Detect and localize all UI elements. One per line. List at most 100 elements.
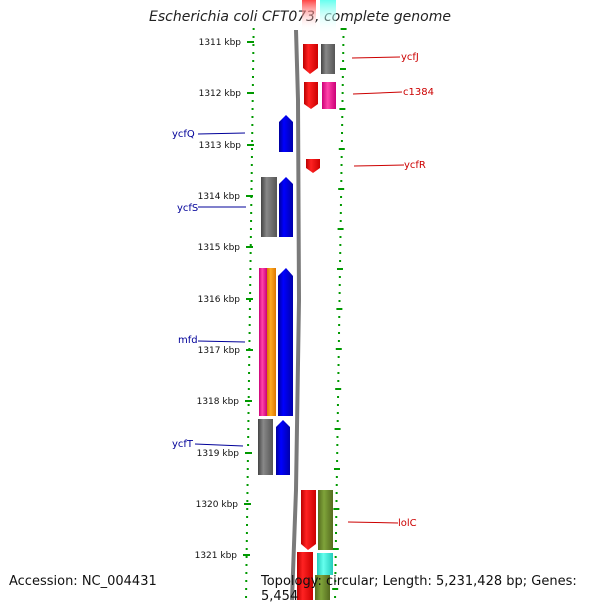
gene-label-ycfR: ycfR [404,160,426,171]
guide-dot [340,156,343,158]
guide-dot [251,76,254,78]
kbp-tick-mark [245,452,252,454]
guide-dot [335,516,338,518]
gene-label-c1384: c1384 [403,87,434,98]
guide-dot [341,124,344,126]
guide-dot [336,404,339,406]
guide-dot [338,284,341,286]
gene-features [258,0,336,600]
guide-dot [338,332,341,334]
guide-dot [337,396,340,398]
guide-dot [335,532,338,534]
guide-dot [341,116,344,118]
gene-gray-left-1 [261,177,277,237]
kbp-label: 1315 kbp [198,243,241,253]
gene-gray-right-1 [321,44,335,74]
right-label-leaders [347,56,405,524]
guide-dot [246,468,249,470]
guide-dot [252,44,255,46]
guide-dot [252,68,255,70]
guide-dot [342,44,345,46]
guide-dot [335,524,338,526]
guide-dot [247,396,250,398]
guide-dot [247,388,250,390]
guide-dot [339,212,342,214]
guide-dot [246,460,249,462]
kbp-label: 1313 kbp [199,141,242,151]
guide-dot [249,244,252,246]
kbp-tick-mark [246,349,253,351]
guide-dot [336,452,339,454]
gene-lolC-arrow [301,490,316,550]
guide-dot [251,140,254,142]
kbp-tick-mark [247,41,254,43]
guide-dot [249,260,252,262]
guide-dot [341,100,344,102]
guide-dot [250,156,253,158]
guide-dot [335,476,338,478]
guide-dot [250,172,253,174]
guide-dot [251,100,254,102]
guide-dot [339,68,346,70]
guide-dot [339,236,342,238]
guide-dot [337,228,344,230]
guide-dot [334,428,341,430]
kbp-tick-mark [245,400,252,402]
guide-dot [249,300,251,302]
kbp-label: 1316 kbp [198,295,241,305]
guide-dot [340,196,343,198]
guide-dot [339,252,342,254]
gene-ycfJ-arrow [303,44,318,74]
kbp-label: 1314 kbp [198,192,241,202]
guide-dot [338,300,341,302]
guide-dot [247,436,250,438]
kbp-label: 1319 kbp [197,449,240,459]
guide-dot [251,148,254,150]
guide-dot [246,492,249,494]
gene-label-lolC: lolC [398,518,417,529]
guide-dot [342,36,345,38]
gene-label-ycfT: ycfT [172,439,194,450]
guide-dot [341,132,344,134]
gene-ycfR-arrow [306,159,320,173]
guide-dot [338,188,345,190]
guide-dot [248,308,251,310]
kbp-label: 1312 kbp [199,89,242,99]
guide-dot [336,444,339,446]
guide-dot [247,420,250,422]
guide-dot [247,412,250,414]
guide-dot [250,212,253,214]
guide-dot [339,220,342,222]
guide-dot [340,172,343,174]
kbp-label: 1320 kbp [196,500,239,510]
guide-dot [247,380,250,382]
guide-dot [245,588,248,590]
guide-dot [337,356,340,358]
guide-dot [252,28,255,30]
guide-dot [250,204,253,206]
map-title: Escherichia coli CFT073, complete genome [149,9,451,25]
guide-dot [334,556,337,558]
kbp-tick-mark [246,246,253,248]
guide-dot [335,388,342,390]
gene-top-cyan-block [320,0,336,33]
guide-dot [245,572,248,574]
guide-dot [336,436,339,438]
guide-dot [245,548,248,550]
guide-dot [248,332,251,334]
guide-dot [335,348,342,350]
guide-dot [339,244,342,246]
guide-dot [337,372,340,374]
kbp-label: 1321 kbp [195,551,238,561]
gene-ycfQ-arrow [279,115,293,152]
guide-dot [337,364,340,366]
guide-dot [336,412,339,414]
gene-ycfT-arrow [276,420,290,475]
guide-dot [245,532,248,534]
kbp-label: 1311 kbp [199,38,242,48]
guide-dot [334,596,337,598]
guide-dot [250,220,253,222]
guide-dot [339,260,342,262]
